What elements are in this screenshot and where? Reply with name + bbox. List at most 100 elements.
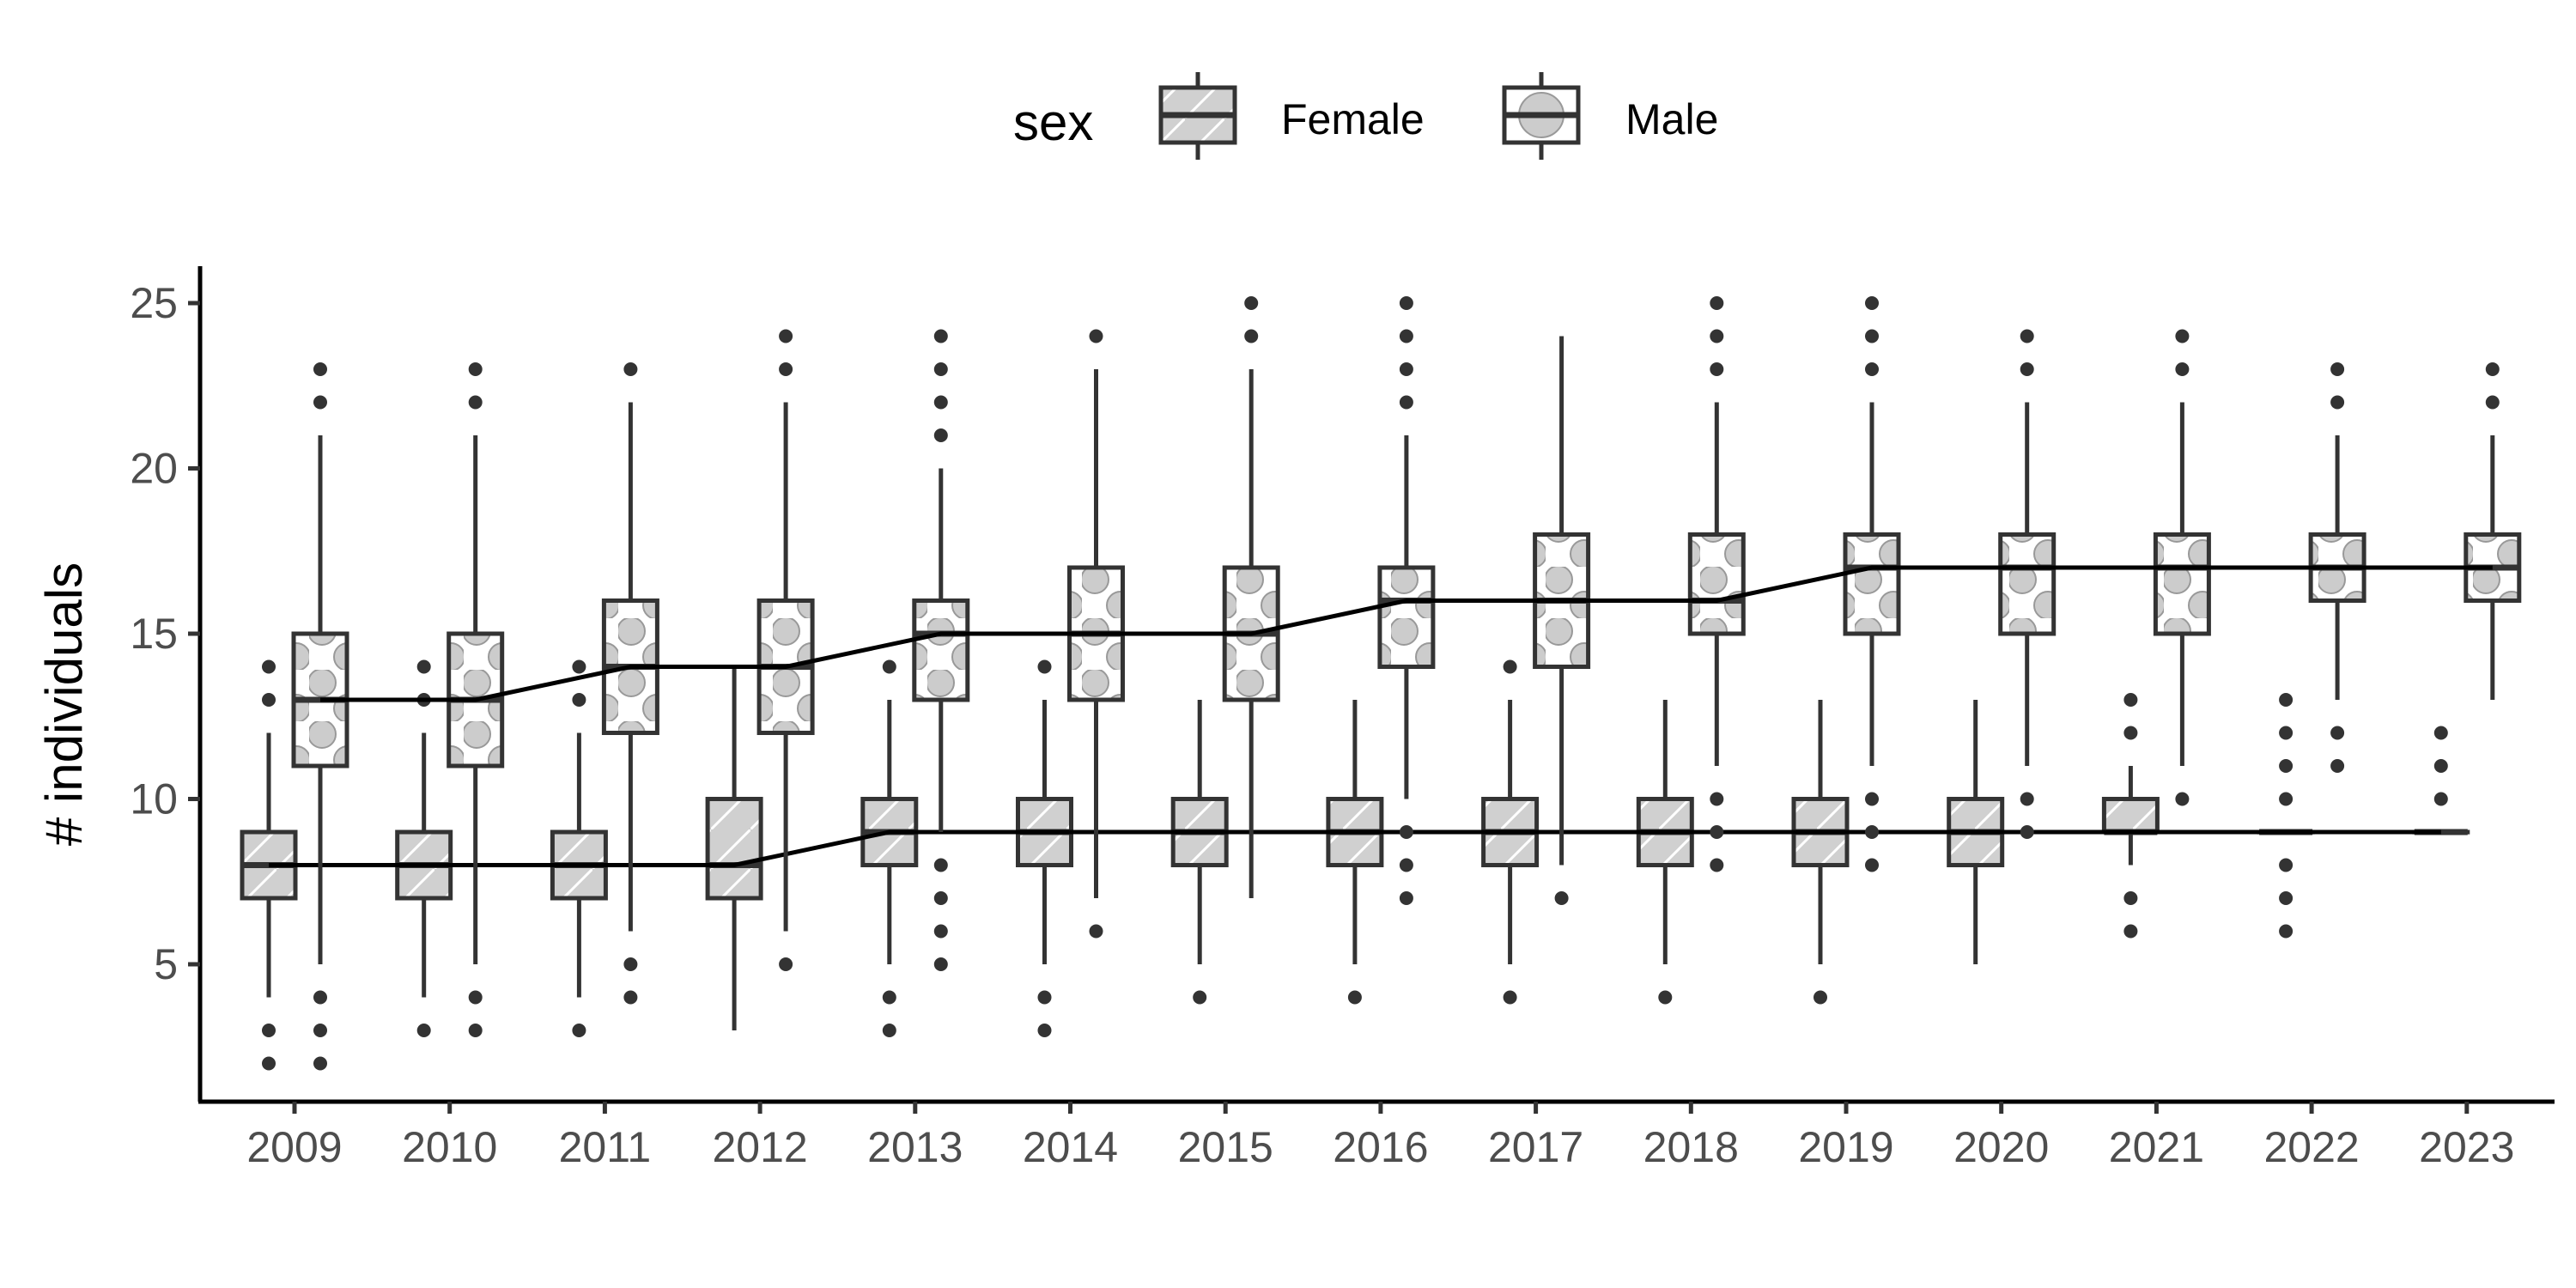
outlier-point (313, 990, 327, 1005)
y-tick-label: 20 (130, 445, 178, 493)
outlier-point (1658, 990, 1673, 1005)
outlier-point (933, 957, 948, 971)
outlier-point (1710, 362, 1724, 376)
outlier-point (2330, 726, 2345, 740)
outlier-point (1037, 1024, 1052, 1037)
box-male-2017 (1533, 336, 1591, 905)
outlier-point (262, 1056, 276, 1071)
outlier-point (1089, 329, 1103, 343)
outlier-point (1710, 825, 1724, 839)
outlier-point (2123, 693, 2138, 707)
outlier-point (2433, 792, 2448, 806)
outlier-point (1399, 858, 1413, 872)
outlier-point (2279, 759, 2293, 773)
box-body (2101, 797, 2160, 835)
outlier-point (1399, 825, 1413, 839)
x-tick-label: 2010 (402, 1123, 497, 1171)
outlier-point (2279, 858, 2293, 872)
outlier-point (882, 659, 896, 674)
outlier-point (779, 957, 793, 971)
outlier-point (572, 659, 586, 674)
box-female-2023 (2412, 726, 2470, 835)
outlier-point (779, 362, 793, 376)
x-tick-label: 2011 (559, 1123, 652, 1171)
outlier-point (1710, 329, 1724, 343)
box-female-2012 (705, 666, 763, 1030)
box-female-2014 (1016, 659, 1073, 1037)
y-axis-title: # individuals (35, 562, 93, 846)
x-tick-label: 2023 (2419, 1123, 2514, 1171)
outlier-point (468, 395, 483, 410)
outlier-point (1554, 891, 1569, 905)
outlier-point (933, 858, 948, 872)
outlier-point (313, 1056, 327, 1071)
outlier-point (623, 957, 638, 971)
outlier-point (262, 1024, 276, 1037)
box-body (1843, 532, 1901, 636)
outlier-point (2330, 362, 2345, 376)
outlier-point (1244, 329, 1259, 343)
box-male-2013 (912, 329, 970, 971)
box-female-2010 (395, 659, 453, 1037)
outlier-point (933, 362, 948, 376)
outlier-point (2279, 693, 2293, 707)
legend: sex Female Male (1013, 72, 1718, 160)
outlier-point (1037, 659, 1052, 674)
outlier-point (623, 990, 638, 1005)
outlier-point (1399, 296, 1413, 310)
box-female-2019 (1791, 700, 1850, 1005)
x-tick-label: 2015 (1178, 1123, 1273, 1171)
outlier-point (2020, 792, 2034, 806)
outlier-point (572, 1024, 586, 1037)
x-tick-label: 2017 (1488, 1123, 1583, 1171)
outlier-point (416, 659, 431, 674)
outlier-point (1865, 362, 1879, 376)
y-tick-label: 5 (154, 940, 178, 988)
legend-label-female: Female (1281, 95, 1425, 143)
outlier-point (779, 329, 793, 343)
box-male-2019 (1843, 296, 1901, 872)
outlier-point (2020, 825, 2034, 839)
outlier-point (1193, 990, 1207, 1005)
outlier-point (313, 1024, 327, 1037)
outlier-point (262, 659, 276, 674)
box-female-2016 (1326, 700, 1384, 1005)
outlier-point (882, 990, 896, 1005)
outlier-point (1399, 362, 1413, 376)
box-male-2021 (2153, 329, 2211, 806)
outlier-point (1710, 858, 1724, 872)
outlier-point (2485, 362, 2500, 376)
outlier-point (572, 693, 586, 707)
outlier-point (2123, 891, 2138, 905)
box-female-2022 (2257, 693, 2315, 939)
y-tick-label: 25 (130, 279, 178, 327)
x-tick-label: 2020 (1953, 1123, 2049, 1171)
box-body (705, 797, 763, 901)
outlier-point (2279, 891, 2293, 905)
y-tick-label: 15 (130, 610, 178, 658)
outlier-point (933, 924, 948, 939)
x-tick-label: 2021 (2109, 1123, 2204, 1171)
outlier-point (2330, 395, 2345, 410)
y-tick-label: 10 (130, 775, 178, 823)
box-male-2012 (756, 329, 815, 971)
outlier-point (1710, 296, 1724, 310)
outlier-point (2123, 726, 2138, 740)
outlier-point (2020, 329, 2034, 343)
x-tick-label: 2013 (867, 1123, 963, 1171)
x-tick-label: 2012 (712, 1123, 807, 1171)
outlier-point (1089, 924, 1103, 939)
outlier-point (933, 329, 948, 343)
outlier-point (1347, 990, 1362, 1005)
outlier-point (2175, 329, 2190, 343)
outlier-point (1244, 296, 1259, 310)
outlier-point (468, 1024, 483, 1037)
outlier-point (2279, 924, 2293, 939)
box-male-2023 (2464, 362, 2522, 700)
box-male-2018 (1687, 296, 1746, 872)
outlier-point (468, 362, 483, 376)
outlier-point (313, 395, 327, 410)
box-body (1377, 565, 1436, 669)
legend-key-male (1502, 72, 1581, 160)
box-male-2011 (601, 362, 659, 1005)
